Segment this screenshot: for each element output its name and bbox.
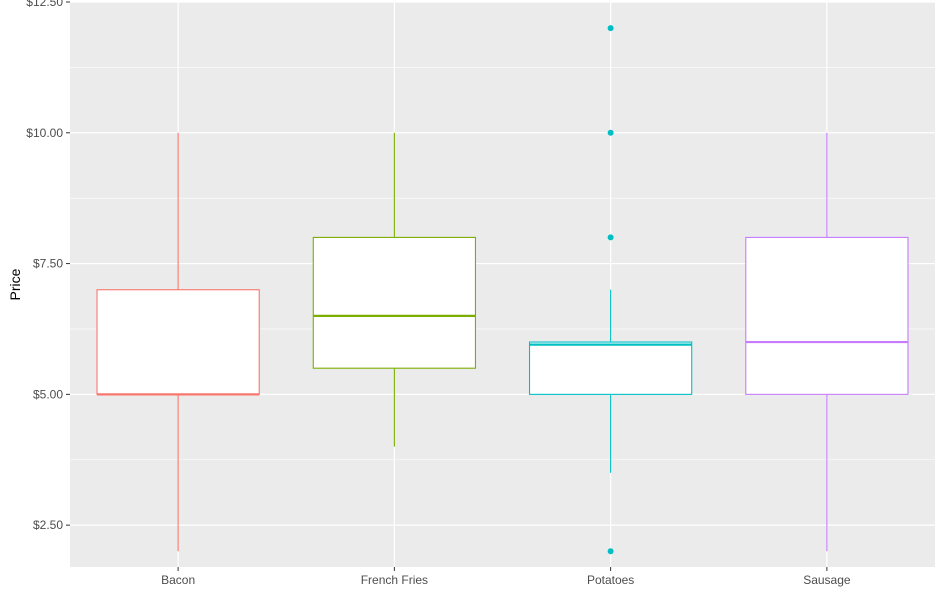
box-french-fries [312, 132, 477, 447]
x-tick-label: Potatoes [587, 573, 634, 587]
box-bacon [96, 132, 260, 552]
box-iqr [528, 341, 693, 395]
y-axis-title: Price [7, 268, 23, 300]
x-tick-label: Bacon [161, 573, 195, 587]
x-axis-ticks: Bacon French Fries Potatoes Sausage [161, 567, 851, 587]
outlier-point [607, 234, 614, 241]
box-sausage [745, 132, 909, 552]
y-tick-label: $2.50 [33, 518, 63, 532]
y-tick-label: $5.00 [33, 387, 63, 401]
y-tick-label: $10.00 [26, 126, 63, 140]
box-iqr [96, 289, 260, 395]
outlier-point [607, 548, 614, 555]
x-tick-label: French Fries [361, 573, 428, 587]
box-iqr [312, 236, 477, 369]
box-potatoes [528, 25, 693, 555]
x-tick-label: Sausage [803, 573, 851, 587]
outlier-point [607, 25, 614, 32]
y-tick-label: $12.50 [26, 0, 63, 9]
y-tick-label: $7.50 [33, 257, 63, 271]
y-axis-ticks: $2.50 $5.00 $7.50 $10.00 $12.50 [26, 0, 70, 532]
outlier-point [607, 129, 614, 136]
box-series [96, 25, 909, 555]
box-iqr [745, 236, 909, 395]
